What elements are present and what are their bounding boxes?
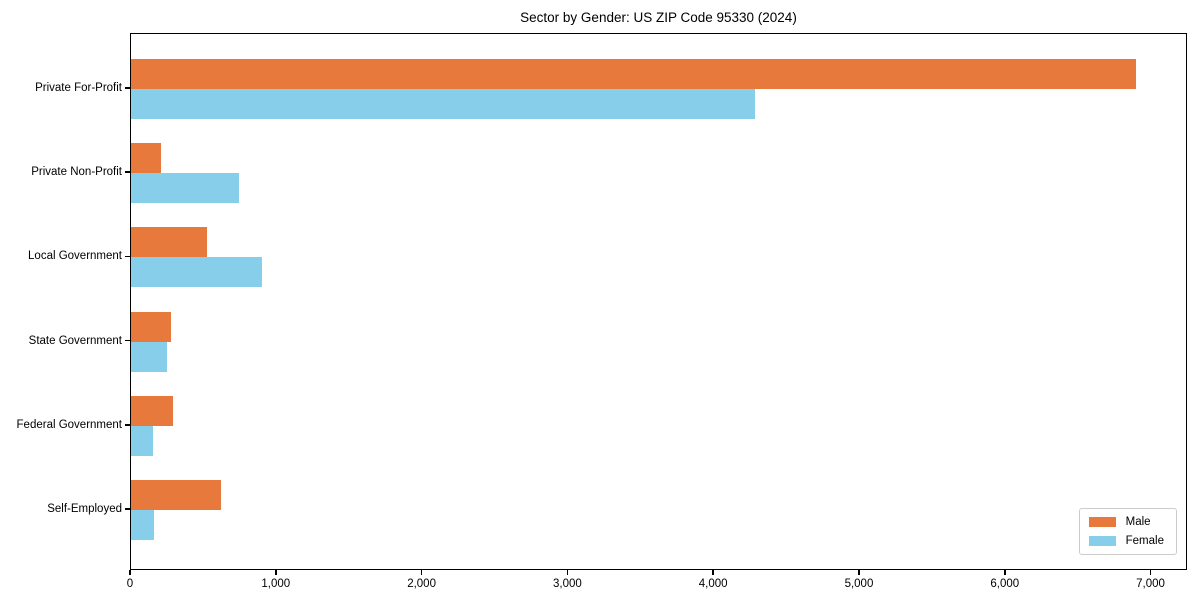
legend-label-female: Female bbox=[1125, 535, 1164, 547]
y-tick-label-local-government: Local Government bbox=[28, 250, 122, 263]
bar-female-private-for-profit bbox=[131, 89, 755, 119]
bar-male-local-government bbox=[131, 227, 207, 258]
y-tick-label-private-for-profit: Private For-Profit bbox=[35, 82, 122, 94]
bar-female-self-employed bbox=[131, 510, 155, 540]
y-tick-label-private-non-profit: Private Non-Profit bbox=[31, 166, 122, 179]
legend: Male Female bbox=[1078, 508, 1177, 555]
chart-title: Sector by Gender: US ZIP Code 95330 (202… bbox=[520, 10, 797, 25]
plot-area: Male Female bbox=[130, 33, 1187, 570]
y-tick-state-government bbox=[125, 339, 130, 342]
bar-male-private-non-profit bbox=[131, 143, 161, 174]
bar-male-state-government bbox=[131, 311, 172, 342]
y-tick-private-non-profit bbox=[125, 171, 130, 173]
y-tick-private-for-profit bbox=[125, 87, 130, 89]
x-tick-label-0: 0 bbox=[126, 578, 134, 590]
x-tick-label-1000: 1,000 bbox=[261, 578, 291, 590]
x-tick-4000 bbox=[712, 570, 714, 575]
x-tick-5000 bbox=[858, 570, 860, 575]
y-tick-federal-government bbox=[125, 424, 130, 426]
legend-label-male: Male bbox=[1125, 516, 1151, 528]
x-tick-1000 bbox=[275, 570, 277, 575]
bar-female-federal-government bbox=[131, 425, 153, 456]
y-tick-label-self-employed: Self-Employed bbox=[47, 503, 122, 515]
y-tick-local-government bbox=[125, 255, 130, 258]
x-tick-label-6000: 6,000 bbox=[990, 578, 1020, 590]
y-tick-self-employed bbox=[125, 508, 130, 510]
x-tick-7000 bbox=[1149, 570, 1152, 575]
y-tick-label-state-government: State Government bbox=[28, 334, 122, 347]
x-tick-label-3000: 3,000 bbox=[552, 578, 582, 590]
bar-male-federal-government bbox=[131, 395, 174, 426]
legend-swatch-female bbox=[1088, 536, 1116, 546]
x-tick-2000 bbox=[420, 570, 423, 575]
y-tick-label-federal-government: Federal Government bbox=[16, 418, 122, 431]
x-tick-label-7000: 7,000 bbox=[1136, 578, 1165, 590]
legend-swatch-male bbox=[1088, 517, 1116, 527]
x-tick-3000 bbox=[566, 570, 569, 575]
bar-female-state-government bbox=[131, 341, 168, 372]
x-tick-label-4000: 4,000 bbox=[698, 578, 728, 590]
bar-female-private-non-profit bbox=[131, 173, 239, 204]
x-tick-label-5000: 5,000 bbox=[844, 578, 874, 590]
bar-male-self-employed bbox=[131, 480, 222, 510]
legend-item-female: Female bbox=[1088, 535, 1164, 547]
x-tick-0 bbox=[129, 570, 131, 575]
bar-female-local-government bbox=[131, 257, 263, 288]
x-tick-label-2000: 2,000 bbox=[407, 578, 436, 590]
bar-male-private-for-profit bbox=[131, 59, 1136, 89]
x-tick-6000 bbox=[1004, 570, 1006, 575]
legend-item-male: Male bbox=[1088, 516, 1164, 528]
